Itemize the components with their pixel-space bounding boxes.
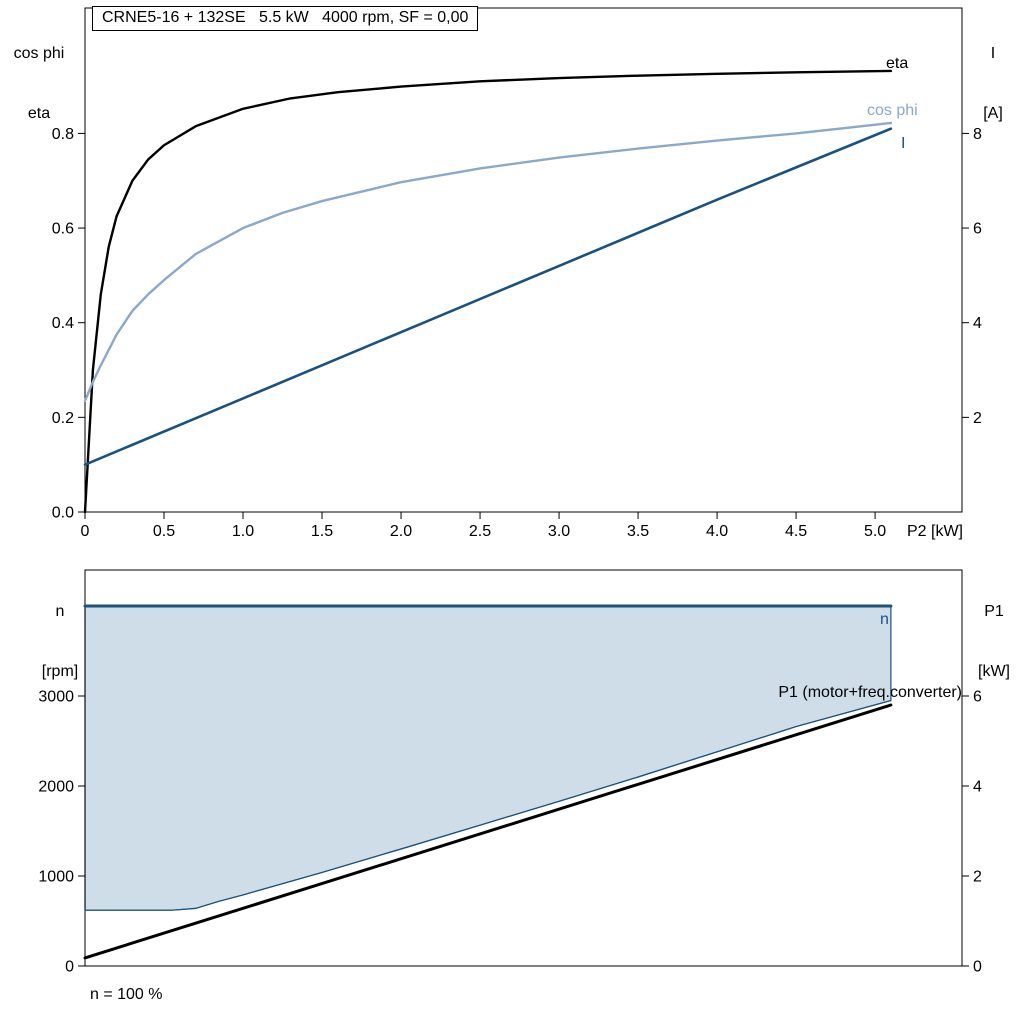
left-axis-tick-label: 0.6 [52, 221, 74, 238]
bottom-left-axis-title: n [rpm] [30, 562, 90, 722]
left-axis-tick-label: 0.8 [52, 126, 74, 143]
speed-axis-label: n [55, 603, 65, 620]
x-axis-tick-label: 1.0 [232, 523, 254, 540]
eta-curve-label: eta [886, 55, 909, 72]
chart-title-box: CRNE5-16 + 132SE 5.5 kW 4000 rpm, SF = 0… [92, 6, 479, 31]
top-right-axis-title: I [A] [968, 4, 1018, 164]
x-axis-tick-label: 5.0 [864, 523, 886, 540]
p1-curve-label: P1 (motor+freq.converter) [778, 684, 962, 701]
x-axis-tick-label: 0.5 [153, 523, 175, 540]
left-axis-tick-label: 3000 [38, 689, 74, 706]
left-axis-tick-label: 1000 [38, 869, 74, 886]
cos-phi-curve-label: cos phi [867, 102, 918, 119]
x-axis-tick-label: 4.5 [785, 523, 807, 540]
cos-phi-axis-label: cos phi [13, 45, 65, 62]
right-axis-tick-label: 6 [973, 221, 982, 238]
left-axis-tick-label: 0.2 [52, 410, 74, 427]
right-axis-tick-label: 8 [973, 126, 982, 143]
left-axis-tick-label: 0 [65, 959, 74, 976]
x-axis-unit-label: P2 [kW] [907, 523, 963, 540]
p1-axis-label: P1 [984, 603, 1004, 620]
right-axis-tick-label: 4 [973, 779, 982, 796]
speed-curve-label: n [880, 611, 889, 628]
x-axis-tick-label: 3.0 [548, 523, 570, 540]
speed-footnote: n = 100 % [90, 986, 163, 1003]
current-curve-label: I [901, 135, 906, 152]
right-axis-tick-label: 2 [973, 869, 982, 886]
x-axis-tick-label: 2.5 [469, 523, 491, 540]
p1-axis-unit: [kW] [978, 663, 1010, 680]
x-axis-tick-label: 2.0 [390, 523, 412, 540]
speed-axis-unit: [rpm] [41, 663, 79, 680]
series-p1-motor-freq-converter- [83, 703, 893, 960]
left-axis-tick-label: 0.0 [52, 505, 74, 522]
left-axis-tick-label: 2000 [38, 779, 74, 796]
left-axis-tick-label: 0.4 [52, 315, 74, 332]
series-n-control-range-lower-boundary [84, 699, 892, 911]
plot-frame [84, 7, 963, 513]
top-left-axis-title: cos phi eta [6, 4, 72, 164]
right-axis-tick-label: 6 [973, 689, 982, 706]
x-axis-tick-label: 1.5 [311, 523, 333, 540]
series-cos-phi [83, 121, 893, 402]
current-axis-label: I [990, 45, 996, 62]
right-axis-tick-label: 4 [973, 315, 982, 332]
right-axis-tick-label: 0 [973, 959, 982, 976]
eta-axis-label: eta [27, 105, 51, 122]
right-axis-tick-label: 2 [973, 410, 982, 427]
bottom-right-axis-title: P1 [kW] [966, 562, 1022, 722]
x-axis-tick-label: 4.0 [706, 523, 728, 540]
series-i [83, 127, 893, 466]
speed-control-range-area [84, 605, 892, 911]
plot-frame [84, 569, 963, 967]
series-eta [83, 69, 893, 514]
x-axis-tick-label: 0 [81, 523, 90, 540]
current-axis-unit: [A] [983, 105, 1003, 122]
x-axis-tick-label: 3.5 [627, 523, 649, 540]
